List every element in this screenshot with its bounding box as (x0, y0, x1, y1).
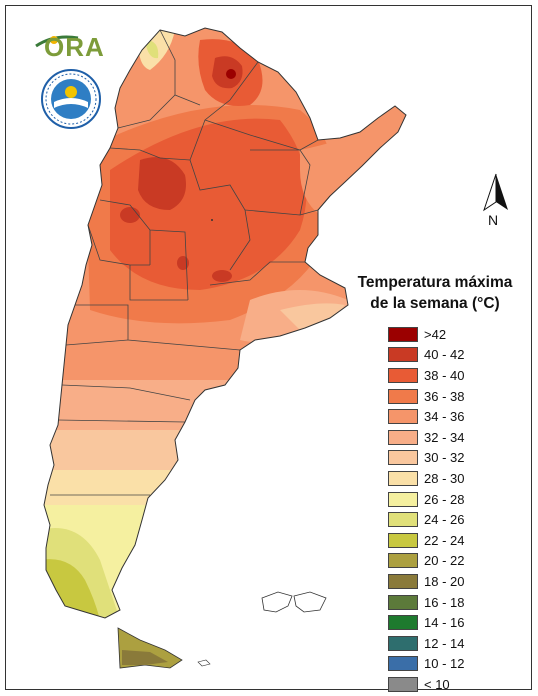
legend-label: 12 - 14 (424, 635, 465, 651)
malvinas-islands (261, 591, 327, 613)
legend-label: 26 - 28 (424, 491, 465, 507)
north-arrow-icon (483, 173, 508, 212)
legend-swatch (388, 676, 418, 692)
smn-seal-icon (41, 69, 101, 129)
legend-label: 32 - 34 (424, 429, 465, 445)
legend-label: 40 - 42 (424, 347, 465, 363)
legend-swatch (388, 553, 418, 569)
legend-item: >42 (388, 324, 530, 345)
legend-item: 22 - 24 (388, 530, 530, 551)
legend-swatch (388, 532, 418, 548)
legend-list: >42 40 - 42 38 - 40 36 - 38 34 - 36 32 - 34 30… (388, 324, 530, 695)
legend-item: 12 - 14 (388, 633, 530, 654)
ora-logo-text: ORA (44, 32, 105, 62)
legend-item: 30 - 32 (388, 448, 530, 469)
legend-title-line2: de la semana (°C) (370, 295, 500, 312)
legend-item: 34 - 36 (388, 406, 530, 427)
legend-title: Temperatura máxima de la semana (°C) (340, 272, 530, 314)
legend-label: 14 - 16 (424, 615, 465, 631)
legend-swatch (388, 347, 418, 363)
map-frame (5, 5, 532, 690)
smn-seal (40, 68, 102, 130)
legend: Temperatura máxima de la semana (°C) >42… (340, 272, 530, 695)
north-arrow: N (478, 172, 514, 232)
legend-item: 26 - 28 (388, 489, 530, 510)
legend-label: 20 - 22 (424, 553, 465, 569)
ora-swoosh-icon (35, 35, 79, 48)
province-borders (50, 29, 331, 496)
legend-item: 38 - 40 (388, 365, 530, 386)
legend-label: 30 - 32 (424, 450, 465, 466)
legend-label: 28 - 30 (424, 470, 465, 486)
ora-logo: ORA (34, 28, 106, 62)
legend-swatch (388, 409, 418, 425)
legend-item: 14 - 16 (388, 612, 530, 633)
legend-label: 36 - 38 (424, 388, 465, 404)
legend-item: 10 - 12 (388, 654, 530, 675)
legend-item: 32 - 34 (388, 427, 530, 448)
legend-label: 22 - 24 (424, 532, 465, 548)
legend-swatch (388, 367, 418, 383)
legend-item: 40 - 42 (388, 345, 530, 366)
legend-item: 18 - 20 (388, 571, 530, 592)
legend-label: 34 - 36 (424, 409, 465, 425)
legend-label: 18 - 20 (424, 573, 465, 589)
legend-item: 28 - 30 (388, 468, 530, 489)
legend-item: 24 - 26 (388, 509, 530, 530)
legend-swatch (388, 326, 418, 342)
legend-swatch (388, 450, 418, 466)
legend-item: 36 - 38 (388, 386, 530, 407)
legend-item: 16 - 18 (388, 592, 530, 613)
legend-swatch (388, 656, 418, 672)
legend-swatch (388, 491, 418, 507)
legend-item: < 10 (388, 674, 530, 695)
legend-swatch (388, 635, 418, 651)
legend-swatch (388, 429, 418, 445)
legend-label: 10 - 12 (424, 656, 465, 672)
legend-label: >42 (424, 326, 447, 342)
legend-item: 20 - 22 (388, 551, 530, 572)
legend-swatch (388, 615, 418, 631)
legend-swatch (388, 573, 418, 589)
legend-swatch (388, 388, 418, 404)
legend-swatch (388, 594, 418, 610)
legend-swatch (388, 512, 418, 528)
north-label: N (488, 212, 499, 228)
legend-label: 38 - 40 (424, 367, 465, 383)
legend-label: 16 - 18 (424, 594, 465, 610)
legend-label: 24 - 26 (424, 512, 465, 528)
legend-swatch (388, 470, 418, 486)
legend-label: < 10 (424, 676, 450, 692)
legend-title-line1: Temperatura máxima (357, 274, 513, 291)
